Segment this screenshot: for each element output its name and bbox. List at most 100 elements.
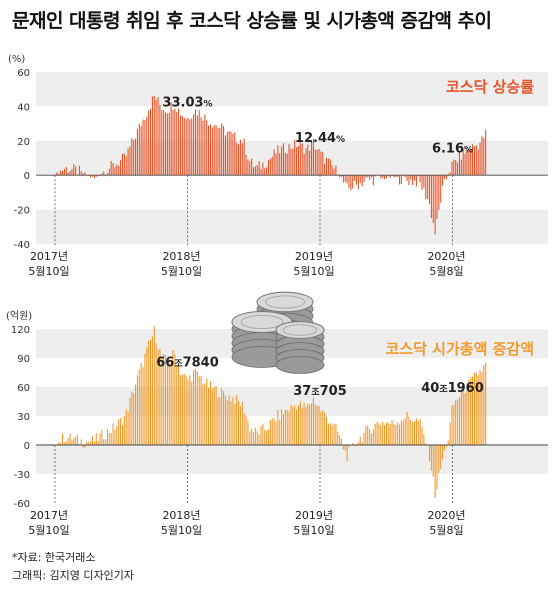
data-bar [136, 375, 138, 445]
data-bar [363, 175, 365, 183]
data-bar [121, 154, 124, 176]
data-bar [318, 405, 320, 445]
data-bar [187, 117, 189, 176]
data-bar [202, 383, 204, 445]
data-bar [320, 151, 322, 176]
data-bar [481, 135, 483, 176]
data-bar [425, 443, 427, 445]
data-bar [138, 369, 140, 445]
grid-band [36, 209, 548, 244]
data-bar [367, 175, 369, 178]
data-bar [178, 108, 180, 176]
y-tick-label: -60 [14, 499, 30, 510]
data-bar [445, 445, 447, 447]
data-bar [470, 377, 472, 445]
data-bar [215, 125, 217, 176]
data-bar [473, 372, 475, 445]
data-bar [344, 445, 346, 451]
data-bar [133, 393, 135, 445]
data-bar [198, 110, 200, 176]
data-bar [438, 175, 440, 210]
data-bar [181, 374, 183, 445]
data-bar [164, 355, 167, 445]
data-bar [344, 175, 346, 182]
data-bar [427, 175, 429, 200]
data-bar [256, 431, 258, 445]
data-bar [292, 406, 294, 445]
data-bar [297, 146, 299, 176]
data-bars [54, 95, 487, 235]
data-bar [331, 165, 333, 176]
data-bar [273, 418, 275, 445]
data-bar [73, 164, 75, 176]
data-bar [309, 405, 311, 445]
data-bar [299, 401, 301, 445]
data-bar [200, 117, 202, 176]
data-bar [312, 397, 314, 445]
data-bar [384, 175, 386, 180]
data-bar [136, 129, 138, 176]
data-bars [54, 326, 487, 499]
data-bar [101, 429, 103, 445]
data-bar [301, 143, 303, 176]
data-bar [430, 445, 432, 471]
data-bar [241, 143, 243, 176]
data-bar [445, 175, 447, 180]
data-bar [455, 160, 457, 176]
data-bar [477, 149, 479, 176]
data-bar [82, 173, 84, 176]
data-bar [112, 163, 114, 176]
data-bar [466, 149, 468, 176]
data-bar [372, 429, 374, 445]
data-bar [129, 146, 131, 176]
data-bar [440, 445, 442, 469]
data-bar [266, 430, 268, 445]
data-bar [352, 175, 354, 189]
data-bar [252, 167, 255, 176]
data-bar [120, 160, 122, 176]
data-bar [252, 432, 255, 445]
data-bar [335, 424, 337, 445]
data-bar [142, 367, 144, 445]
data-bar [236, 142, 238, 176]
data-bar [153, 326, 155, 445]
x-tick-label: 2020년 [427, 509, 465, 522]
data-bar [163, 353, 165, 445]
kosdaq-return-chart: 6040200-20-40(%)2017년5월10일2018년5월10일2019… [8, 54, 548, 278]
data-bar [209, 381, 211, 445]
market-cap-change-chart: 1209060300-30-60(억원)2017년5월10일2018년5월10일… [6, 310, 548, 537]
data-bar [193, 370, 195, 445]
data-bar [325, 157, 328, 176]
data-bar [485, 363, 487, 445]
data-bar [146, 347, 148, 445]
data-bar [194, 109, 197, 176]
data-bar [178, 365, 180, 445]
data-bar [473, 146, 475, 176]
data-bar [114, 167, 116, 176]
data-bar [380, 175, 382, 179]
data-bar [161, 110, 163, 176]
data-bar [324, 412, 326, 445]
data-bar [402, 420, 404, 445]
data-bar [234, 404, 236, 445]
data-bar [451, 161, 453, 176]
data-bar [108, 168, 110, 176]
data-bar [219, 128, 221, 176]
data-bar [410, 175, 412, 180]
data-bar [449, 422, 451, 445]
data-bar [149, 339, 152, 445]
data-bar [483, 365, 485, 445]
data-bar [189, 375, 191, 445]
data-bar [337, 431, 339, 445]
data-bar [95, 433, 97, 445]
data-bar [191, 118, 193, 176]
data-bar [230, 131, 232, 176]
data-bar [217, 397, 219, 445]
data-bar [361, 175, 363, 187]
data-bar [226, 132, 228, 176]
series-label: 코스닥 시가총액 증감액 [386, 340, 534, 358]
data-bar [90, 441, 92, 445]
data-bar [299, 142, 301, 176]
data-bar [204, 383, 206, 445]
